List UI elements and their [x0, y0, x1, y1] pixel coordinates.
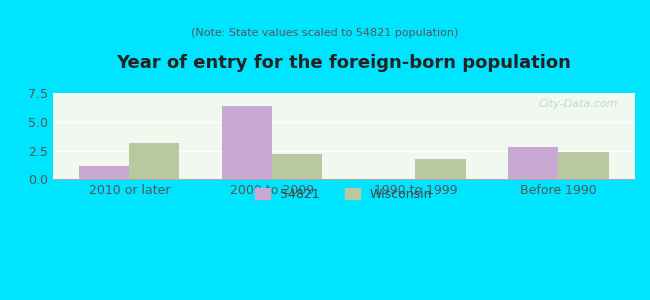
Legend: 54821, Wisconsin: 54821, Wisconsin — [250, 183, 437, 206]
Bar — [79, 166, 129, 179]
Bar — [558, 152, 608, 179]
Text: City-Data.com: City-Data.com — [538, 99, 617, 109]
Text: (Note: State values scaled to 54821 population): (Note: State values scaled to 54821 popu… — [191, 28, 459, 38]
Bar — [508, 147, 558, 179]
Bar — [129, 142, 179, 179]
Title: Year of entry for the foreign-born population: Year of entry for the foreign-born popul… — [116, 54, 571, 72]
Bar — [222, 106, 272, 179]
Bar — [415, 159, 465, 179]
Bar — [272, 154, 322, 179]
